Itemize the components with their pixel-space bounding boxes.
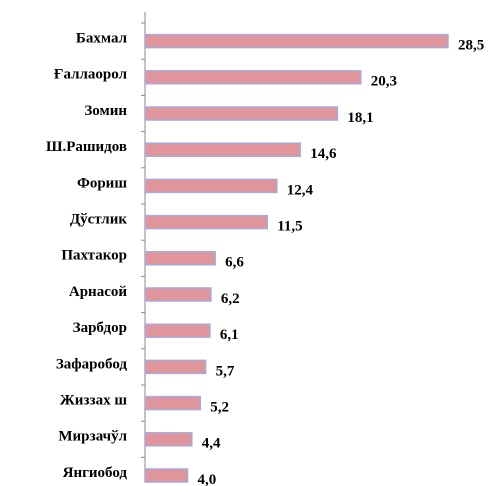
- category-label: Ш.Рашидов: [46, 139, 127, 155]
- bar: [144, 359, 207, 375]
- bar: [144, 432, 193, 447]
- category-label: Мирзачўл: [58, 429, 127, 445]
- bar: [144, 214, 268, 230]
- category-label: Бахмал: [76, 31, 128, 47]
- value-label: 5,7: [216, 363, 235, 379]
- category-label: Ғаллаорол: [54, 67, 128, 83]
- value-label: 14,6: [310, 146, 337, 162]
- bar: [144, 33, 449, 49]
- category-label: Зомин: [84, 103, 127, 119]
- bar: [144, 178, 278, 194]
- value-label: 18,1: [347, 110, 373, 126]
- value-label: 11,5: [277, 219, 302, 235]
- bar: [144, 323, 211, 338]
- bar: [144, 395, 202, 411]
- value-label: 4,4: [202, 436, 221, 452]
- bar: [144, 251, 216, 266]
- value-label: 4,0: [198, 472, 217, 486]
- value-label: 20,3: [371, 74, 397, 90]
- bar: [144, 70, 362, 85]
- value-label: 6,6: [225, 255, 244, 271]
- bar: [144, 142, 301, 157]
- value-label: 6,2: [221, 291, 240, 307]
- value-label: 6,1: [220, 327, 239, 343]
- category-label: Жиззах ш: [60, 393, 127, 409]
- category-label: Арнасой: [69, 284, 127, 300]
- value-label: 5,2: [210, 400, 229, 416]
- category-label: Зафаробод: [56, 356, 128, 372]
- bar: [144, 468, 189, 483]
- category-label: Янгиобод: [63, 465, 128, 481]
- category-label: Фориш: [77, 175, 127, 191]
- value-label: 28,5: [458, 38, 484, 54]
- category-label: Зарбдор: [73, 320, 127, 336]
- bar: [144, 287, 212, 302]
- category-label: Дўстлик: [70, 212, 128, 228]
- bar: [144, 106, 339, 121]
- value-label: 12,4: [287, 182, 314, 198]
- category-label: Пахтакор: [61, 248, 127, 264]
